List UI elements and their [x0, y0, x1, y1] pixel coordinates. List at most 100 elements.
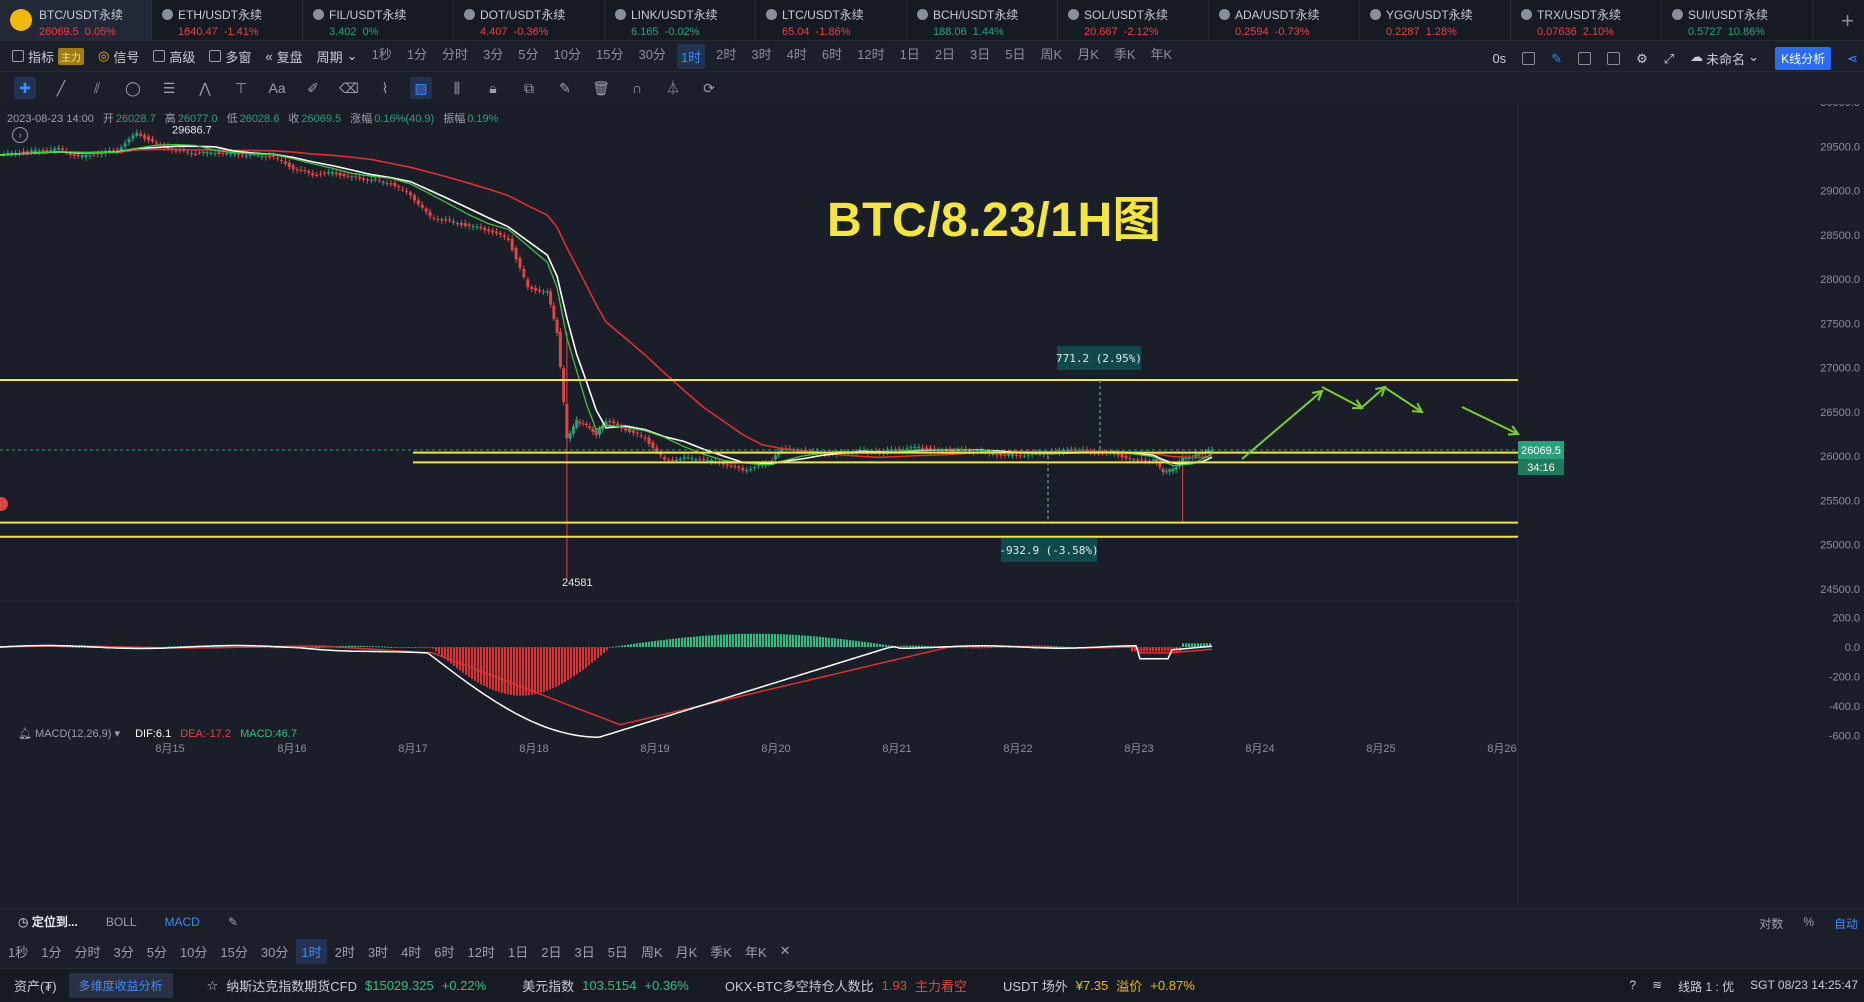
price-chart[interactable]: 30000.0 29500.0 29000.0 28500.0 28000.0 27500… — [0, 104, 1864, 904]
collapse-icon[interactable]: › — [12, 127, 28, 143]
bottom-period-option[interactable]: 12时 — [467, 944, 495, 960]
connection-line-label[interactable]: 线路 1 : 优 — [1678, 980, 1735, 994]
cloud-layout-dropdown[interactable]: ☁ 未命名 ⌄ — [1690, 49, 1759, 68]
log-scale-toggle[interactable]: 对数 — [1759, 917, 1784, 931]
ruler-icon[interactable]: ⌇ — [381, 79, 389, 96]
period-option[interactable]: 30分 — [638, 46, 666, 62]
edit-indicator-icon[interactable]: ✎ — [227, 914, 238, 929]
locate-button[interactable]: ◷ 定位到... — [18, 913, 78, 930]
percent-scale-toggle[interactable]: % — [1803, 915, 1814, 929]
compare-icon[interactable]: ⫼ — [453, 79, 461, 96]
bottom-period-option[interactable]: 15分 — [220, 944, 248, 960]
alert-marker-icon[interactable] — [0, 497, 8, 511]
projection-arrow[interactable] — [1321, 386, 1363, 409]
settings-icon[interactable]: ⚙ — [1636, 50, 1648, 66]
period-option[interactable]: 周K — [1040, 46, 1063, 62]
period-option[interactable]: 1日 — [899, 46, 920, 62]
projection-arrow[interactable] — [1359, 386, 1386, 410]
macd-toggle[interactable]: MACD — [164, 914, 200, 929]
period-option[interactable]: 2日 — [934, 46, 956, 62]
ticker-tab[interactable]: LTC/USDT永续 65.04 -1.86% — [756, 0, 907, 41]
ticker-tab[interactable]: FIL/USDT永续 3.402 0% — [303, 0, 454, 41]
text-tool-icon[interactable]: ⊤ — [234, 79, 248, 96]
bottom-period-option[interactable]: 1分 — [41, 944, 62, 960]
advanced-button[interactable]: 高级 — [153, 47, 195, 66]
period-option[interactable]: 1时 — [676, 43, 706, 69]
chevron-down-icon[interactable]: ▾ — [114, 728, 121, 740]
lock-icon[interactable]: 🔒︎ — [489, 79, 497, 96]
fullscreen-icon[interactable]: ⤢ — [1663, 50, 1675, 66]
add-tab-icon[interactable]: + — [1841, 8, 1854, 33]
ticker-tab[interactable]: LINK/USDT永续 6.165 -0.02% — [605, 0, 756, 41]
bottom-period-option[interactable]: 1秒 — [8, 944, 29, 960]
multi-window-button[interactable]: 多窗 — [209, 47, 251, 66]
ticker-tab[interactable]: BTC/USDT永续 26069.5 0.05% — [0, 0, 152, 41]
bottom-period-option[interactable]: 3分 — [113, 944, 134, 960]
bottom-period-option[interactable]: 2时 — [334, 944, 355, 960]
ticker-tab[interactable]: ETH/USDT永续 1640.47 -1.41% — [152, 0, 303, 41]
bell-icon[interactable]: 🔔︎ — [18, 728, 32, 740]
period-option[interactable]: 年K — [1150, 46, 1173, 62]
layers-icon[interactable] — [1607, 52, 1621, 65]
measure-up-box[interactable] — [1057, 346, 1141, 370]
ticker-tab[interactable]: ADA/USDT永续 0.2594 -0.73% — [1209, 0, 1360, 41]
signal-button[interactable]: ◎ 信号 — [98, 47, 139, 66]
bottom-period-option[interactable]: 2日 — [541, 944, 562, 960]
ticker-tab[interactable]: SOL/USDT永续 20.667 -2.12% — [1058, 0, 1209, 41]
ticker-tab[interactable]: YGG/USDT永续 0.2287 1.28% — [1360, 0, 1511, 41]
replay-button[interactable]: «复盘 — [265, 47, 302, 66]
line-icon[interactable]: ╱ — [56, 79, 66, 96]
boll-toggle[interactable]: BOLL — [105, 914, 137, 929]
period-option[interactable]: 5分 — [518, 46, 539, 62]
auto-scale-toggle[interactable]: 自动 — [1833, 917, 1858, 931]
period-option[interactable]: 1分 — [406, 46, 428, 62]
bottom-period-option[interactable]: 5分 — [146, 944, 167, 960]
template-icon[interactable] — [1578, 52, 1592, 65]
close-icon[interactable]: ✕ — [779, 943, 791, 958]
magnet-icon[interactable]: ∩ — [631, 80, 643, 96]
bottom-period-option[interactable]: 周K — [640, 944, 663, 960]
period-option[interactable]: 3日 — [970, 46, 991, 62]
crosshair-icon[interactable]: ✚ — [14, 77, 36, 99]
brush-icon[interactable]: ✐ — [307, 79, 319, 96]
indicators-button[interactable]: 指标 主力 — [12, 47, 85, 66]
bottom-period-option[interactable]: 年K — [744, 944, 767, 960]
measure-down-box[interactable] — [1001, 538, 1097, 562]
ticker-tab[interactable]: SUI/USDT永续 0.5727 10.86% — [1662, 0, 1813, 41]
period-option[interactable]: 月K — [1077, 46, 1099, 62]
period-option[interactable]: 3分 — [483, 46, 504, 62]
bottom-period-option[interactable]: 30分 — [260, 944, 289, 960]
fib-icon[interactable]: ☰ — [162, 79, 176, 96]
sync-icon[interactable]: ⟳ — [703, 79, 715, 96]
period-option[interactable]: 12时 — [857, 46, 885, 62]
bottom-period-option[interactable]: 5日 — [607, 944, 628, 960]
eraser-icon[interactable]: ⌫ — [339, 79, 359, 96]
bottom-period-option[interactable]: 1日 — [508, 944, 529, 960]
period-option[interactable]: 3时 — [751, 46, 772, 62]
trash-icon[interactable]: 🗑︎ — [592, 79, 610, 96]
period-option[interactable]: 15分 — [596, 46, 624, 62]
bottom-period-option[interactable]: 4时 — [401, 944, 422, 960]
period-option[interactable]: 4时 — [786, 46, 807, 62]
pencil-icon[interactable]: ✎ — [1551, 50, 1563, 66]
period-option[interactable]: 2时 — [716, 46, 737, 62]
bottom-period-option[interactable]: 月K — [675, 944, 698, 960]
bottom-period-option[interactable]: 分时 — [74, 944, 101, 960]
period-option[interactable]: 6时 — [821, 46, 843, 62]
projection-arrow[interactable] — [1461, 406, 1519, 435]
filter-icon[interactable]: ⏃ — [666, 80, 680, 96]
projection-arrow[interactable] — [1383, 386, 1423, 413]
measure-icon[interactable]: ▨ — [410, 77, 432, 99]
period-option[interactable]: 1秒 — [371, 46, 392, 62]
circle-icon[interactable]: ◯ — [125, 79, 141, 96]
bottom-period-option[interactable]: 3时 — [367, 944, 389, 960]
period-option[interactable]: 5日 — [1005, 46, 1026, 62]
share-icon[interactable]: ⋖ — [1847, 50, 1858, 66]
camera-icon[interactable] — [1522, 52, 1536, 65]
bottom-period-option[interactable]: 1时 — [296, 938, 327, 964]
period-option[interactable]: 10分 — [553, 46, 581, 62]
bottom-period-option[interactable]: 3日 — [574, 944, 595, 960]
font-icon[interactable]: Aa — [268, 80, 286, 96]
period-option[interactable]: 分时 — [442, 46, 469, 62]
projection-arrow[interactable] — [1241, 390, 1323, 460]
